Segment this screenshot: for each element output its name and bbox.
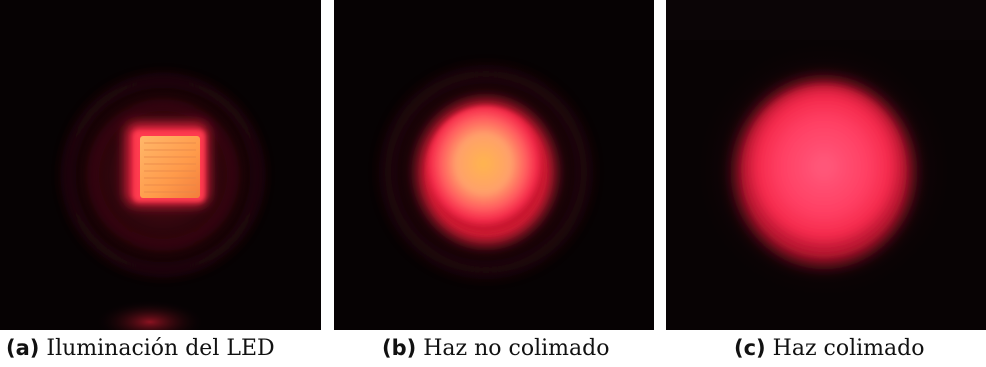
collimated-beam-image <box>666 0 986 330</box>
photo-non-collimated-beam <box>334 0 654 330</box>
caption-b: (b) Haz no colimado <box>382 334 609 363</box>
caption-a: (a) Iluminación del LED <box>6 334 275 363</box>
caption-c-text: Haz colimado <box>772 336 925 361</box>
panel-led-illumination: (a) Iluminación del LED <box>0 0 321 361</box>
panel-non-collimated-beam: (b) Haz no colimado <box>334 0 654 361</box>
caption-c: (c) Haz colimado <box>734 334 925 363</box>
caption-b-text: Haz no colimado <box>423 336 610 361</box>
caption-b-tag: (b) <box>382 336 417 360</box>
photo-led-illumination <box>0 0 321 330</box>
caption-a-tag: (a) <box>6 336 40 360</box>
led-illumination-image <box>0 0 321 330</box>
non-collimated-beam-image <box>334 0 654 330</box>
panel-collimated-beam: (c) Haz colimado <box>666 0 986 361</box>
caption-a-text: Iluminación del LED <box>46 336 275 361</box>
caption-c-tag: (c) <box>734 336 766 360</box>
photo-collimated-beam <box>666 0 986 330</box>
